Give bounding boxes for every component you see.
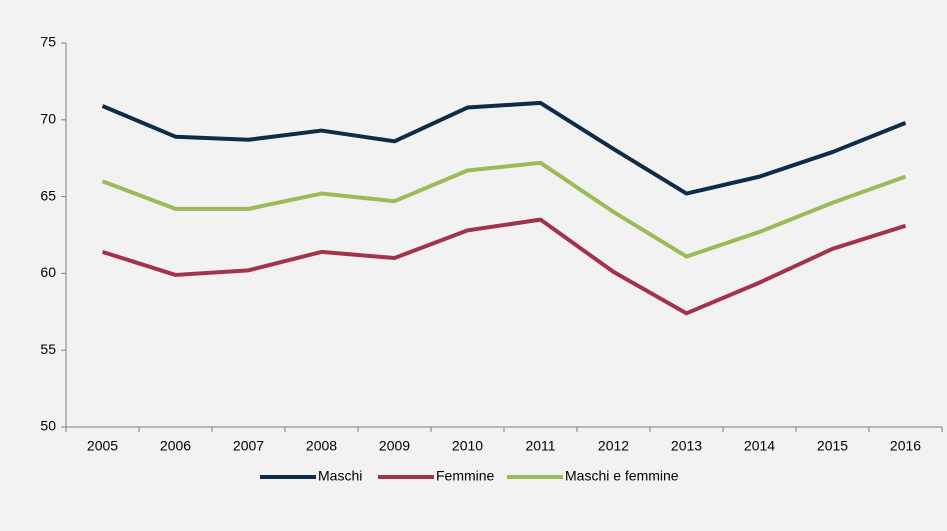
y-tick-label: 65 [40, 187, 56, 203]
x-tick-label: 2009 [379, 438, 410, 454]
x-tick-label: 2016 [890, 438, 921, 454]
x-tick-label: 2015 [817, 438, 848, 454]
legend-label: Maschi e femmine [565, 468, 679, 484]
legend-label: Femmine [436, 468, 495, 484]
x-tick-label: 2008 [306, 438, 337, 454]
x-tick-label: 2006 [160, 438, 191, 454]
y-tick-label: 50 [40, 418, 56, 434]
x-tick-label: 2007 [233, 438, 264, 454]
legend-label: Maschi [318, 468, 362, 484]
x-tick-label: 2005 [87, 438, 118, 454]
x-tick-label: 2012 [598, 438, 629, 454]
y-tick-label: 70 [40, 111, 56, 127]
x-tick-label: 2014 [744, 438, 775, 454]
x-tick-label: 2010 [452, 438, 483, 454]
y-tick-label: 60 [40, 264, 56, 280]
series-line [101, 217, 907, 316]
series-line [101, 100, 907, 196]
y-tick-label: 75 [40, 34, 56, 50]
x-tick-label: 2011 [525, 438, 555, 454]
y-tick-label: 55 [40, 341, 56, 357]
x-tick-label: 2013 [671, 438, 702, 454]
series-line [101, 160, 907, 259]
